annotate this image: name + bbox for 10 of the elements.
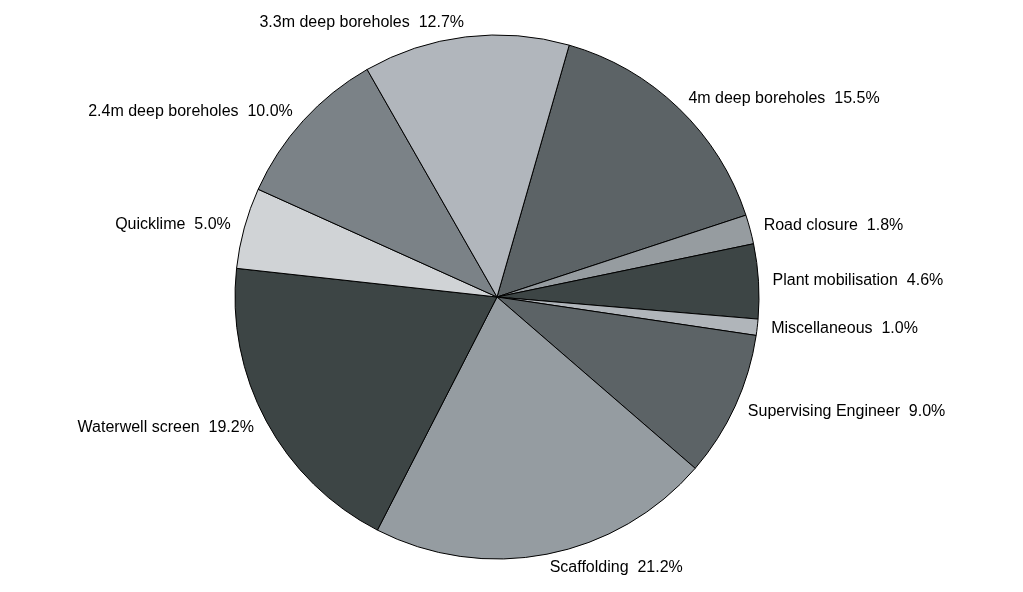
slice-label: Supervising Engineer 9.0% (747, 402, 946, 420)
slice-label: Waterwell screen 19.2% (77, 418, 254, 436)
slice-label: Quicklime 5.0% (115, 214, 231, 232)
slice-label: Miscellaneous 1.0% (771, 319, 918, 337)
slice-label: Plant mobilisation 4.6% (772, 270, 944, 288)
slice-label: 3.3m deep boreholes 12.7% (259, 13, 465, 31)
slice-label: Scaffolding 21.2% (549, 558, 683, 576)
slice-label: Road closure 1.8% (763, 216, 904, 234)
slice-label: 2.4m deep boreholes 10.0% (88, 101, 293, 119)
slice-label: 4m deep boreholes 15.5% (688, 88, 880, 106)
